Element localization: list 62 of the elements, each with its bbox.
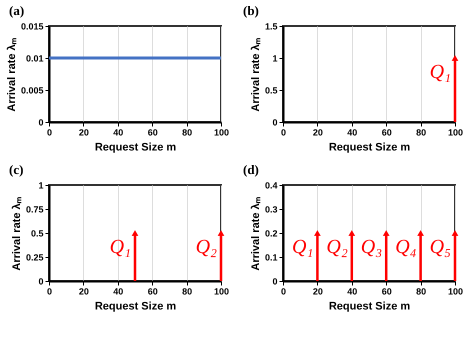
chart-title: (c) xyxy=(9,162,24,177)
y-tick-label: 0.2 xyxy=(264,228,278,238)
x-axis-title: Request Size m xyxy=(94,300,176,312)
x-tick-label: 20 xyxy=(78,286,89,296)
x-tick-label: 40 xyxy=(113,286,124,296)
annotation: Q₃ xyxy=(360,236,382,258)
x-tick-label: 60 xyxy=(382,128,392,138)
x-tick-label: 100 xyxy=(448,286,464,296)
x-tick-label: 40 xyxy=(113,128,124,138)
y-tick-label: 0.5 xyxy=(30,228,44,238)
y-axis-title: Arrival rate λₘ xyxy=(250,196,262,271)
x-axis-title: Request Size m xyxy=(94,142,176,154)
x-tick-label: 20 xyxy=(312,128,323,138)
x-tick-label: 80 xyxy=(416,128,426,138)
y-tick-label: 1.5 xyxy=(264,22,278,32)
y-tick-label: 0 xyxy=(272,118,278,128)
y-tick-label: 0 xyxy=(38,118,44,128)
y-tick-label: 0.01 xyxy=(26,54,44,64)
y-tick-label: 0.005 xyxy=(20,86,44,96)
x-tick-label: 60 xyxy=(382,286,392,296)
x-tick-label: 100 xyxy=(214,286,230,296)
annotation: Q₁ xyxy=(292,236,314,258)
chart-title: (d) xyxy=(243,162,259,177)
y-axis-title: Arrival rate λₘ xyxy=(250,37,262,112)
x-tick-label: 100 xyxy=(448,128,464,138)
x-tick-label: 40 xyxy=(347,286,358,296)
x-tick-label: 0 xyxy=(46,286,52,296)
y-tick-label: 1 xyxy=(38,180,44,190)
x-tick-label: 0 xyxy=(280,128,286,138)
annotation: Q₅ xyxy=(430,236,452,258)
y-tick-label: 0.25 xyxy=(26,252,44,262)
annotation: Q₁ xyxy=(110,236,131,258)
y-tick-label: 1 xyxy=(272,54,278,64)
annotation: Q₂ xyxy=(326,236,348,258)
x-axis-title: Request Size m xyxy=(328,142,410,154)
x-tick-label: 0 xyxy=(46,128,52,138)
x-tick-label: 60 xyxy=(148,128,158,138)
y-tick-label: 0.4 xyxy=(264,180,278,190)
annotation: Q₁ xyxy=(430,61,451,83)
x-tick-label: 20 xyxy=(78,128,89,138)
chart-title: (a) xyxy=(9,3,24,18)
y-axis-title: Arrival rate λₘ xyxy=(10,196,23,271)
y-tick-label: 0.75 xyxy=(26,204,44,214)
annotation: Q₄ xyxy=(395,236,417,258)
y-tick-label: 0 xyxy=(272,276,278,286)
x-tick-label: 80 xyxy=(416,286,426,296)
x-tick-label: 0 xyxy=(280,286,286,296)
y-tick-label: 0.015 xyxy=(20,22,44,32)
y-axis-title: Arrival rate λₘ xyxy=(6,37,18,112)
y-tick-label: 0.5 xyxy=(264,86,278,96)
x-tick-label: 80 xyxy=(182,128,192,138)
x-tick-label: 100 xyxy=(214,128,230,138)
y-tick-label: 0.3 xyxy=(264,204,278,214)
x-tick-label: 80 xyxy=(182,286,192,296)
annotation: Q₂ xyxy=(196,236,218,258)
y-tick-label: 0.1 xyxy=(264,252,278,262)
chart-title: (b) xyxy=(243,3,259,18)
x-tick-label: 20 xyxy=(312,286,323,296)
y-tick-label: 0 xyxy=(38,276,44,286)
x-tick-label: 60 xyxy=(148,286,158,296)
x-tick-label: 40 xyxy=(347,128,358,138)
x-axis-title: Request Size m xyxy=(328,300,410,312)
